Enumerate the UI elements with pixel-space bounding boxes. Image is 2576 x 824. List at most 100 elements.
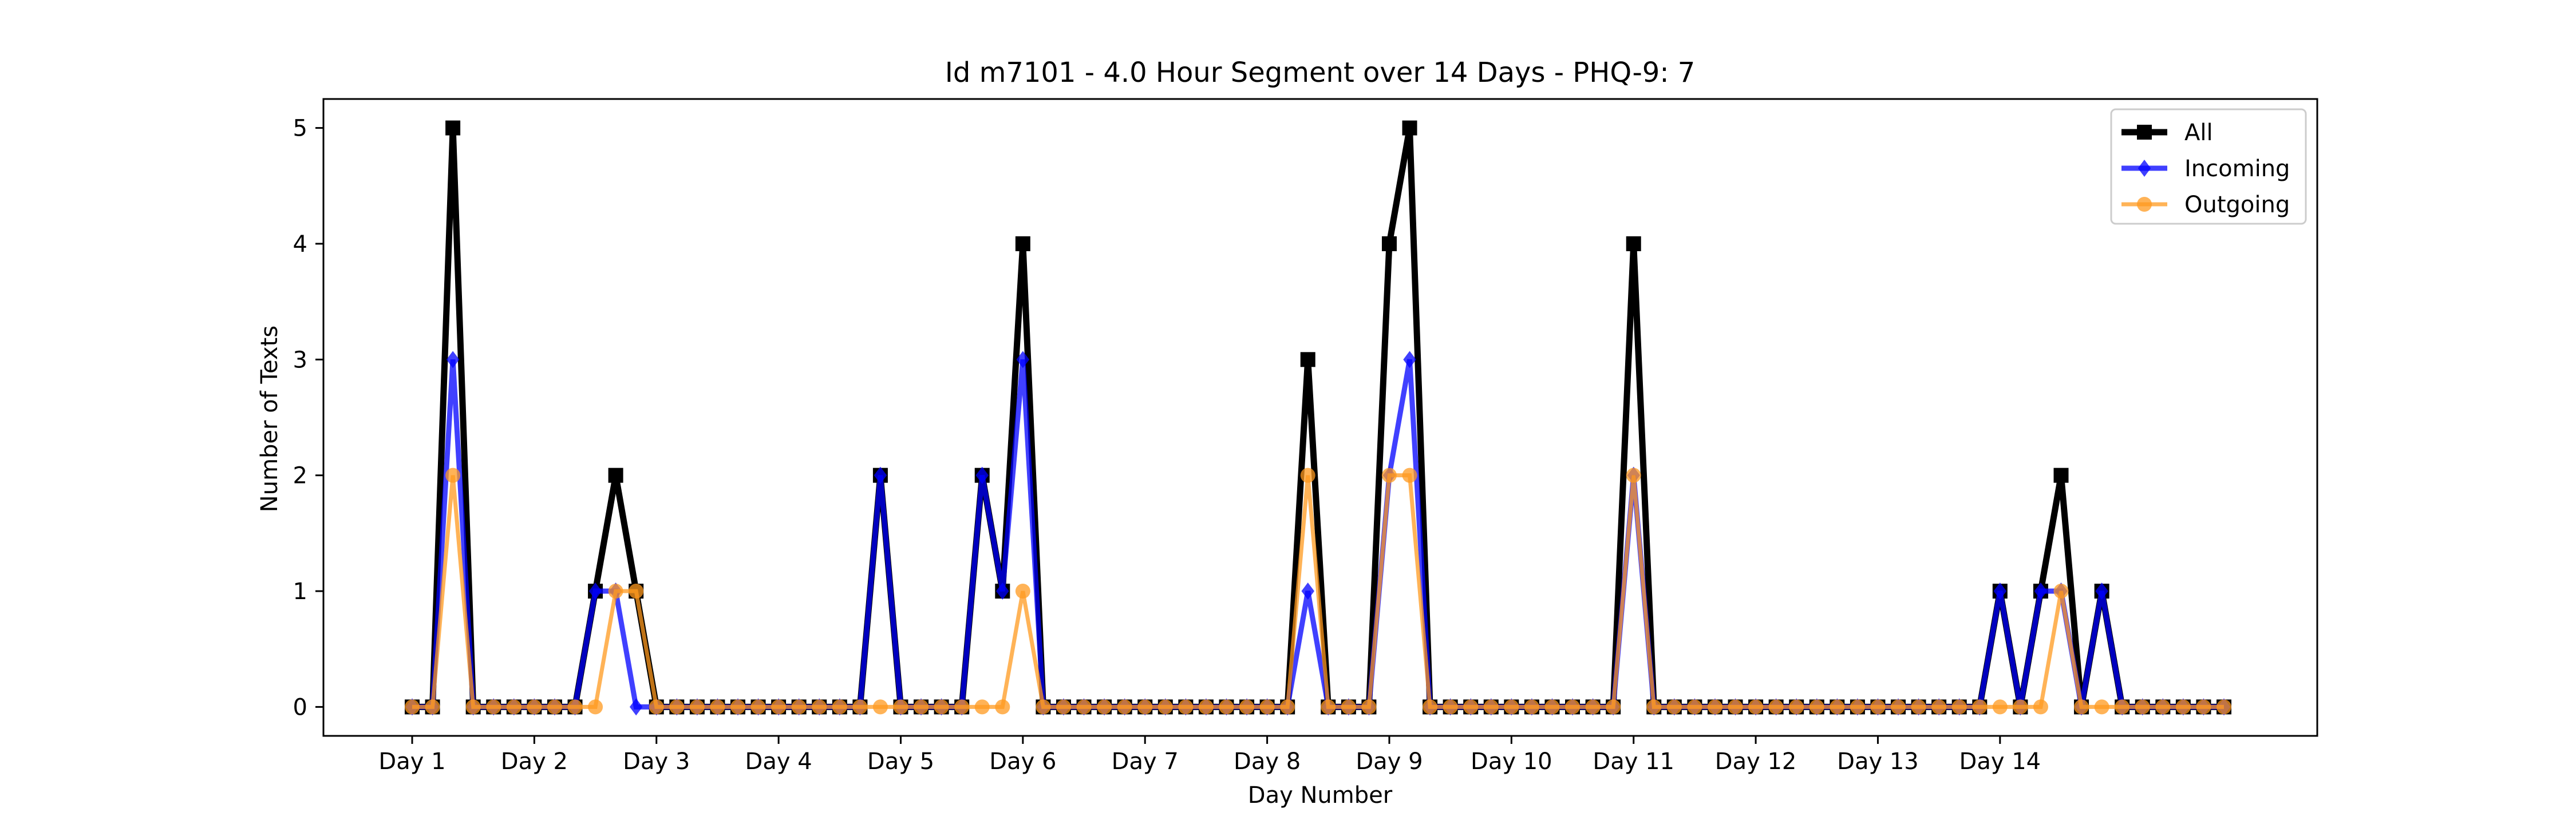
data-point-outgoing (1361, 699, 1377, 715)
data-point-outgoing (405, 699, 420, 715)
data-point-outgoing (934, 699, 949, 715)
y-tick-label: 3 (293, 347, 307, 373)
data-point-outgoing (1911, 699, 1926, 715)
data-point-outgoing (2033, 699, 2048, 715)
legend-label-outgoing: Outgoing (2184, 192, 2290, 218)
data-point-outgoing (1565, 699, 1581, 715)
data-point-outgoing (1544, 699, 1560, 715)
legend-label-incoming: Incoming (2184, 156, 2290, 182)
data-point-outgoing (1341, 699, 1356, 715)
data-point-outgoing (771, 699, 787, 715)
data-point-incoming (588, 583, 602, 600)
data-point-outgoing (1707, 699, 1722, 715)
x-tick-label: Day 14 (1959, 748, 2041, 775)
data-point-outgoing (608, 584, 623, 599)
data-point-outgoing (1219, 699, 1234, 715)
data-point-all (1381, 236, 1397, 251)
x-tick-label: Day 8 (1234, 748, 1301, 775)
data-point-outgoing (1931, 699, 1947, 715)
chart-title: Id m7101 - 4.0 Hour Segment over 14 Days… (945, 57, 1696, 89)
y-tick-label: 1 (293, 579, 307, 605)
data-point-outgoing (1015, 584, 1030, 599)
data-point-outgoing (1259, 699, 1275, 715)
data-point-outgoing (1157, 699, 1173, 715)
data-point-outgoing (445, 468, 461, 483)
data-point-outgoing (1972, 699, 1988, 715)
x-tick-label: Day 9 (1356, 748, 1423, 775)
data-point-outgoing (1280, 699, 1295, 715)
x-tick-label: Day 13 (1837, 748, 1919, 775)
x-tick-label: Day 1 (378, 748, 445, 775)
data-point-incoming (2095, 583, 2108, 600)
data-point-outgoing (2094, 699, 2109, 715)
data-point-outgoing (954, 699, 970, 715)
data-point-outgoing (914, 699, 929, 715)
data-point-outgoing (750, 699, 766, 715)
series-line-all (412, 127, 2224, 710)
data-point-outgoing (1768, 699, 1784, 715)
data-point-outgoing (588, 699, 603, 715)
data-point-incoming (1301, 583, 1314, 600)
data-point-incoming (1016, 351, 1030, 369)
y-axis-title: Number of Texts (256, 326, 283, 512)
data-point-outgoing (2115, 699, 2130, 715)
data-point-outgoing (425, 699, 440, 715)
data-point-all (445, 120, 461, 136)
x-tick-label: Day 10 (1471, 748, 1552, 775)
x-axis-title: Day Number (1248, 782, 1393, 809)
x-tick-label: Day 7 (1112, 748, 1179, 775)
data-point-outgoing (710, 699, 725, 715)
legend-marker-all (2137, 125, 2152, 140)
data-point-outgoing (872, 699, 888, 715)
data-point-outgoing (1321, 699, 1336, 715)
data-point-outgoing (1585, 699, 1601, 715)
data-point-outgoing (1606, 699, 1621, 715)
y-tick-label: 0 (293, 694, 307, 720)
legend-label-all: All (2184, 120, 2213, 146)
legend: All Incoming Outgoing (2110, 108, 2307, 225)
data-point-outgoing (1951, 699, 1967, 715)
data-point-outgoing (2155, 699, 2171, 715)
data-point-outgoing (547, 699, 562, 715)
data-point-outgoing (2175, 699, 2191, 715)
data-point-outgoing (852, 699, 868, 715)
data-point-outgoing (893, 699, 908, 715)
data-point-outgoing (1239, 699, 1255, 715)
plot-area: 0 1 2 3 4 5 Day 1 Day 2 Day 3 Day 4 Day 5 Day 6 Day … (293, 116, 2231, 775)
data-point-outgoing (1789, 699, 1804, 715)
data-point-incoming (1403, 351, 1416, 369)
data-point-outgoing (1687, 699, 1702, 715)
data-point-outgoing (2135, 699, 2150, 715)
data-point-outgoing (2053, 584, 2069, 599)
data-point-outgoing (649, 699, 664, 715)
data-point-outgoing (1850, 699, 1865, 715)
data-point-all (1402, 120, 1417, 136)
x-tick-label: Day 11 (1593, 748, 1674, 775)
data-point-outgoing (2013, 699, 2028, 715)
data-point-outgoing (995, 699, 1010, 715)
data-point-outgoing (1097, 699, 1112, 715)
data-point-outgoing (1443, 699, 1458, 715)
x-tick-label: Day 3 (623, 748, 690, 775)
data-point-outgoing (1809, 699, 1824, 715)
legend-box (2110, 108, 2307, 225)
data-point-outgoing (1423, 699, 1438, 715)
data-point-outgoing (1076, 699, 1092, 715)
y-tick-label: 2 (293, 463, 307, 489)
data-point-all (2053, 468, 2069, 483)
data-point-all (1015, 236, 1030, 251)
data-point-outgoing (1178, 699, 1194, 715)
data-point-outgoing (1992, 699, 2008, 715)
data-point-outgoing (1870, 699, 1886, 715)
data-point-outgoing (791, 699, 807, 715)
data-point-outgoing (1036, 699, 1051, 715)
data-point-outgoing (2217, 699, 2231, 715)
data-point-outgoing (832, 699, 847, 715)
x-tick-label: Day 4 (745, 748, 812, 775)
data-point-outgoing (1137, 699, 1153, 715)
data-point-incoming (975, 466, 989, 484)
data-point-outgoing (1728, 699, 1743, 715)
data-point-incoming (874, 466, 887, 484)
data-point-incoming (996, 583, 1009, 600)
